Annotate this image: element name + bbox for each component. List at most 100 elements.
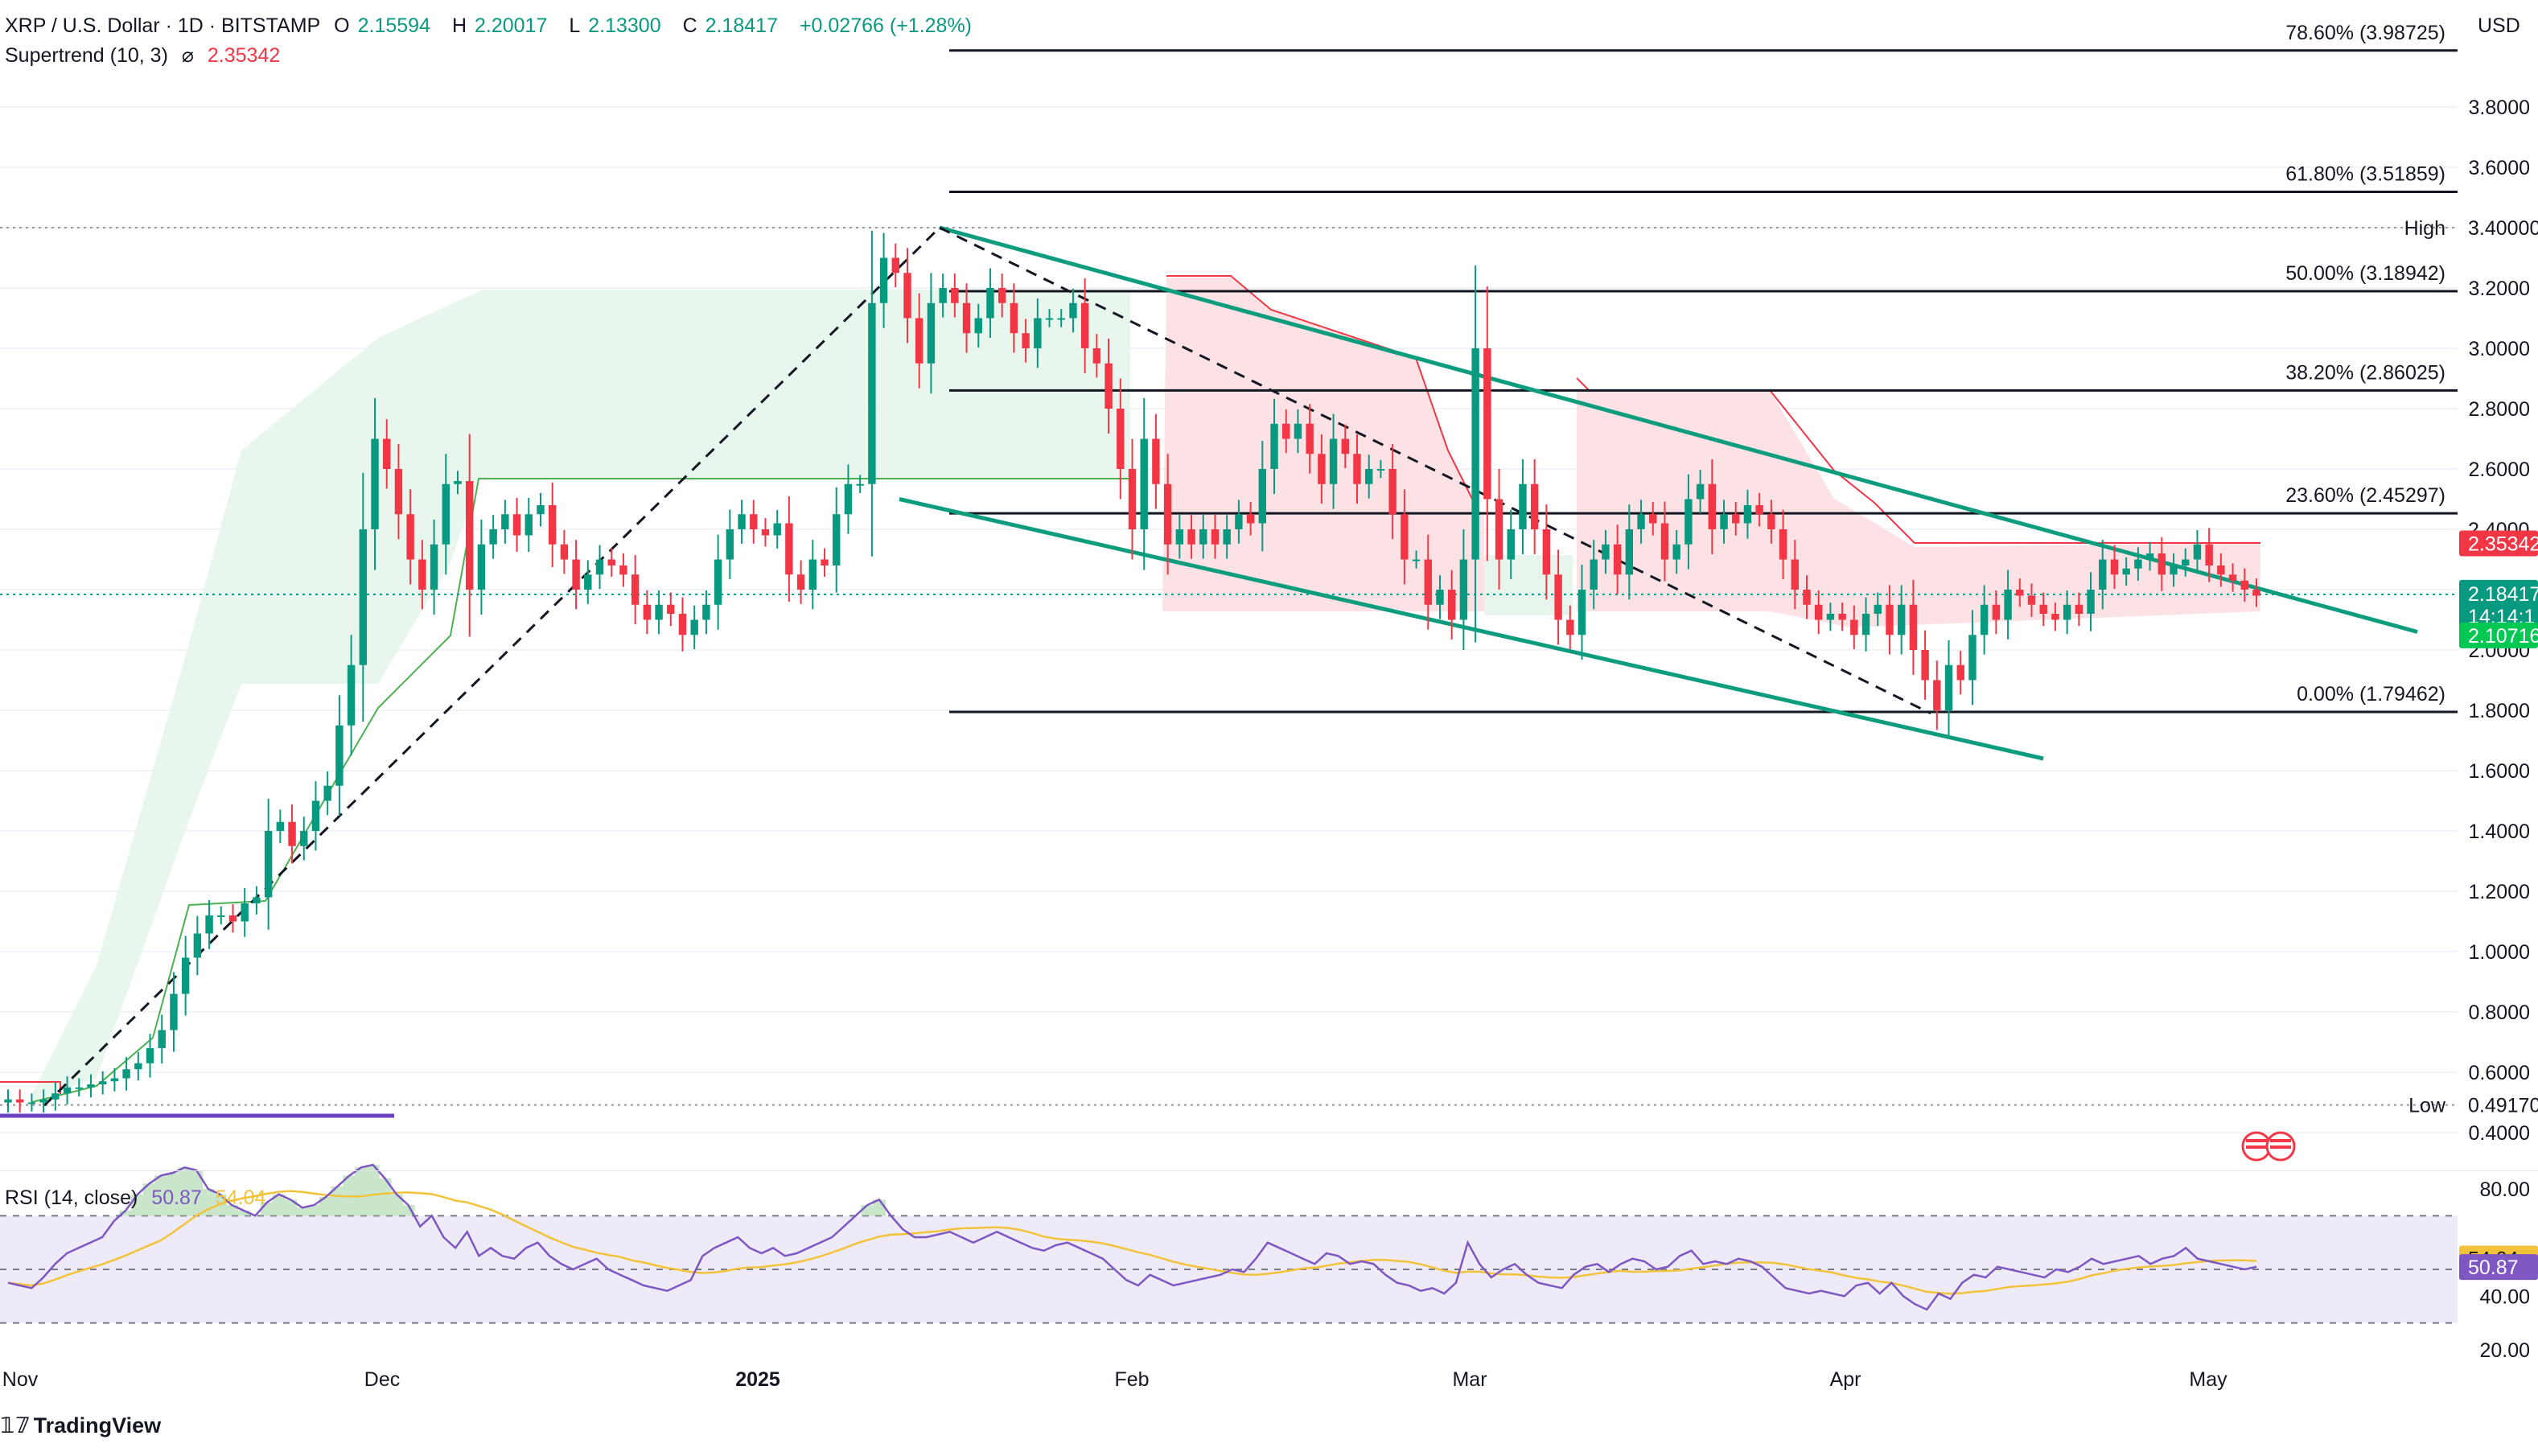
candle bbox=[1519, 483, 1527, 529]
candle bbox=[655, 604, 663, 620]
candle bbox=[1660, 523, 1669, 560]
candle bbox=[27, 1102, 36, 1104]
candle bbox=[489, 529, 497, 545]
candle bbox=[1566, 619, 1574, 635]
price-tick-label: 1.4000 bbox=[2469, 821, 2530, 843]
fib-retracement: 78.60% (3.98725) 61.80% (3.51859) 50.00% (… bbox=[0, 22, 2458, 1118]
candle bbox=[146, 1048, 154, 1063]
price-tick-label: 0.8000 bbox=[2469, 1002, 2530, 1024]
supertrend-green-tag: 2.10716 bbox=[2468, 625, 2538, 648]
candle bbox=[311, 800, 320, 831]
supertrend-name: Supertrend (10, 3) bbox=[5, 44, 168, 67]
candle bbox=[572, 559, 580, 590]
candle bbox=[241, 903, 249, 922]
candle bbox=[288, 821, 296, 846]
candle bbox=[560, 544, 569, 560]
fib-level-label: 0.00% (1.79462) bbox=[2297, 683, 2445, 705]
candle bbox=[1708, 483, 1717, 529]
close-value: 2.18417 bbox=[705, 14, 778, 37]
rsi-value: 50.87 bbox=[151, 1187, 202, 1209]
candle bbox=[1886, 604, 1894, 635]
candle bbox=[1838, 614, 1846, 620]
candle bbox=[1815, 604, 1823, 620]
candle bbox=[750, 514, 758, 529]
candle bbox=[1412, 559, 1421, 561]
candle bbox=[1495, 499, 1503, 560]
candle bbox=[442, 483, 450, 545]
candle bbox=[986, 288, 994, 319]
candle bbox=[868, 302, 876, 484]
candle bbox=[122, 1069, 130, 1079]
fib-level-label: 38.20% (2.86025) bbox=[2285, 361, 2445, 384]
candle bbox=[796, 574, 805, 590]
candle bbox=[631, 574, 640, 605]
candle bbox=[2110, 559, 2119, 575]
symbol-header: XRP / U.S. Dollar · 1D · BITSTAMP O 2.155… bbox=[5, 14, 973, 37]
candle bbox=[1092, 348, 1101, 364]
candle bbox=[2182, 559, 2190, 566]
candle bbox=[1401, 514, 1409, 560]
candle bbox=[1045, 318, 1054, 320]
supertrend-up-fill bbox=[32, 290, 1130, 1102]
symbol-title[interactable]: XRP / U.S. Dollar · 1D · BITSTAMP bbox=[5, 14, 321, 37]
tradingview-logo[interactable]: 𝟙𝟟 TradingView bbox=[0, 1413, 162, 1437]
candle bbox=[1459, 559, 1468, 620]
candle bbox=[726, 529, 734, 560]
candle bbox=[371, 438, 379, 529]
time-tick-label: Mar bbox=[1452, 1368, 1487, 1391]
candle bbox=[39, 1099, 47, 1103]
candles bbox=[4, 230, 2260, 1113]
rsi-lines bbox=[7, 1163, 2257, 1311]
candle bbox=[2027, 595, 2036, 605]
candle bbox=[347, 664, 356, 726]
candle bbox=[1270, 423, 1278, 469]
candle bbox=[1826, 614, 1835, 620]
candle bbox=[1329, 438, 1338, 484]
fib-level-label: 78.60% (3.98725) bbox=[2285, 22, 2445, 44]
supertrend-down-line bbox=[1166, 275, 1481, 516]
supertrend-legend[interactable]: Supertrend (10, 3) ⌀ 2.35342 bbox=[5, 43, 288, 68]
rsi-ma-line bbox=[7, 1190, 2257, 1295]
candle bbox=[1341, 438, 1349, 454]
candle bbox=[2228, 574, 2237, 581]
candle bbox=[2075, 604, 2083, 614]
candle bbox=[1637, 514, 1645, 529]
impulse-dashed-line bbox=[43, 226, 941, 1107]
candle bbox=[2134, 559, 2142, 569]
candle bbox=[418, 559, 426, 590]
candle bbox=[1861, 614, 1870, 635]
upper-channel-line bbox=[939, 225, 2418, 634]
fib-level-label: 61.80% (3.51859) bbox=[2285, 163, 2445, 186]
price-tick-label: 1.8000 bbox=[2469, 700, 2530, 722]
candle bbox=[335, 725, 343, 786]
candle bbox=[903, 273, 911, 319]
candle bbox=[821, 559, 829, 566]
rsi-legend[interactable]: RSI (14, close) 50.87 54.04 bbox=[5, 1187, 274, 1210]
candle bbox=[394, 469, 403, 515]
candle bbox=[1874, 604, 1882, 614]
candle bbox=[1921, 650, 1929, 681]
candle bbox=[383, 438, 391, 469]
candle bbox=[1944, 664, 1953, 710]
candle bbox=[1613, 544, 1622, 575]
rsi-ma-value: 54.04 bbox=[215, 1187, 266, 1209]
price-tick-label: 3.6000 bbox=[2469, 157, 2530, 179]
hidden-eye-icon[interactable]: ⌀ bbox=[181, 44, 194, 67]
rsi-axis: 80.00 40.00 20.00 bbox=[2479, 1178, 2530, 1362]
price-tick-label: 3.8000 bbox=[2469, 97, 2530, 119]
candle bbox=[1175, 529, 1184, 545]
currency-label[interactable]: USD bbox=[2478, 14, 2520, 37]
candle bbox=[300, 831, 308, 846]
candle bbox=[690, 619, 698, 635]
candle bbox=[1246, 514, 1255, 524]
candle bbox=[1069, 302, 1077, 319]
candle bbox=[253, 897, 261, 903]
candle bbox=[1767, 514, 1775, 529]
candle bbox=[1649, 514, 1657, 524]
candle bbox=[477, 544, 486, 590]
high-value: 2.20017 bbox=[475, 14, 548, 37]
rsi-tick-label: 80.00 bbox=[2479, 1178, 2530, 1201]
candle bbox=[2205, 544, 2213, 566]
